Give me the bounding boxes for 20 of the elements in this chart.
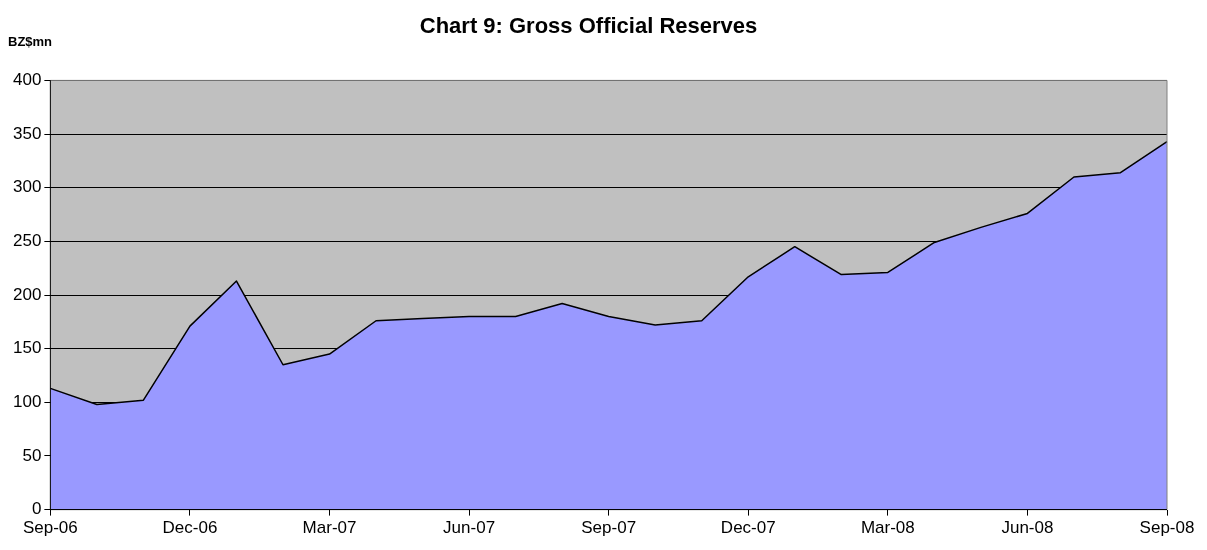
y-axis-title: BZ$mn (8, 33, 53, 49)
x-tick-label: Mar-08 (860, 518, 915, 538)
x-tick-label: Dec-06 (162, 518, 218, 538)
x-tick-label: Sep-07 (581, 518, 637, 538)
y-tick-label: 300 (12, 177, 42, 197)
x-tick-label: Dec-07 (720, 518, 776, 538)
y-tick-label: 200 (12, 284, 42, 304)
x-tick-label: Sep-08 (1139, 518, 1195, 538)
x-tick-label: Jun-08 (1001, 518, 1054, 538)
y-tick-label: 400 (12, 70, 42, 90)
x-tick-label: Mar-07 (302, 518, 357, 538)
x-tick-label: Jun-07 (443, 518, 496, 538)
y-tick-label: 100 (12, 391, 42, 411)
y-tick-label: 0 (31, 499, 42, 519)
y-tick-label: 350 (12, 123, 42, 143)
y-tick-label: 50 (22, 445, 42, 465)
chart-title: Chart 9: Gross Official Reserves (419, 13, 758, 39)
x-tick-label: Sep-06 (22, 518, 78, 538)
y-tick-label: 150 (12, 338, 42, 358)
y-tick-label: 250 (12, 231, 42, 251)
